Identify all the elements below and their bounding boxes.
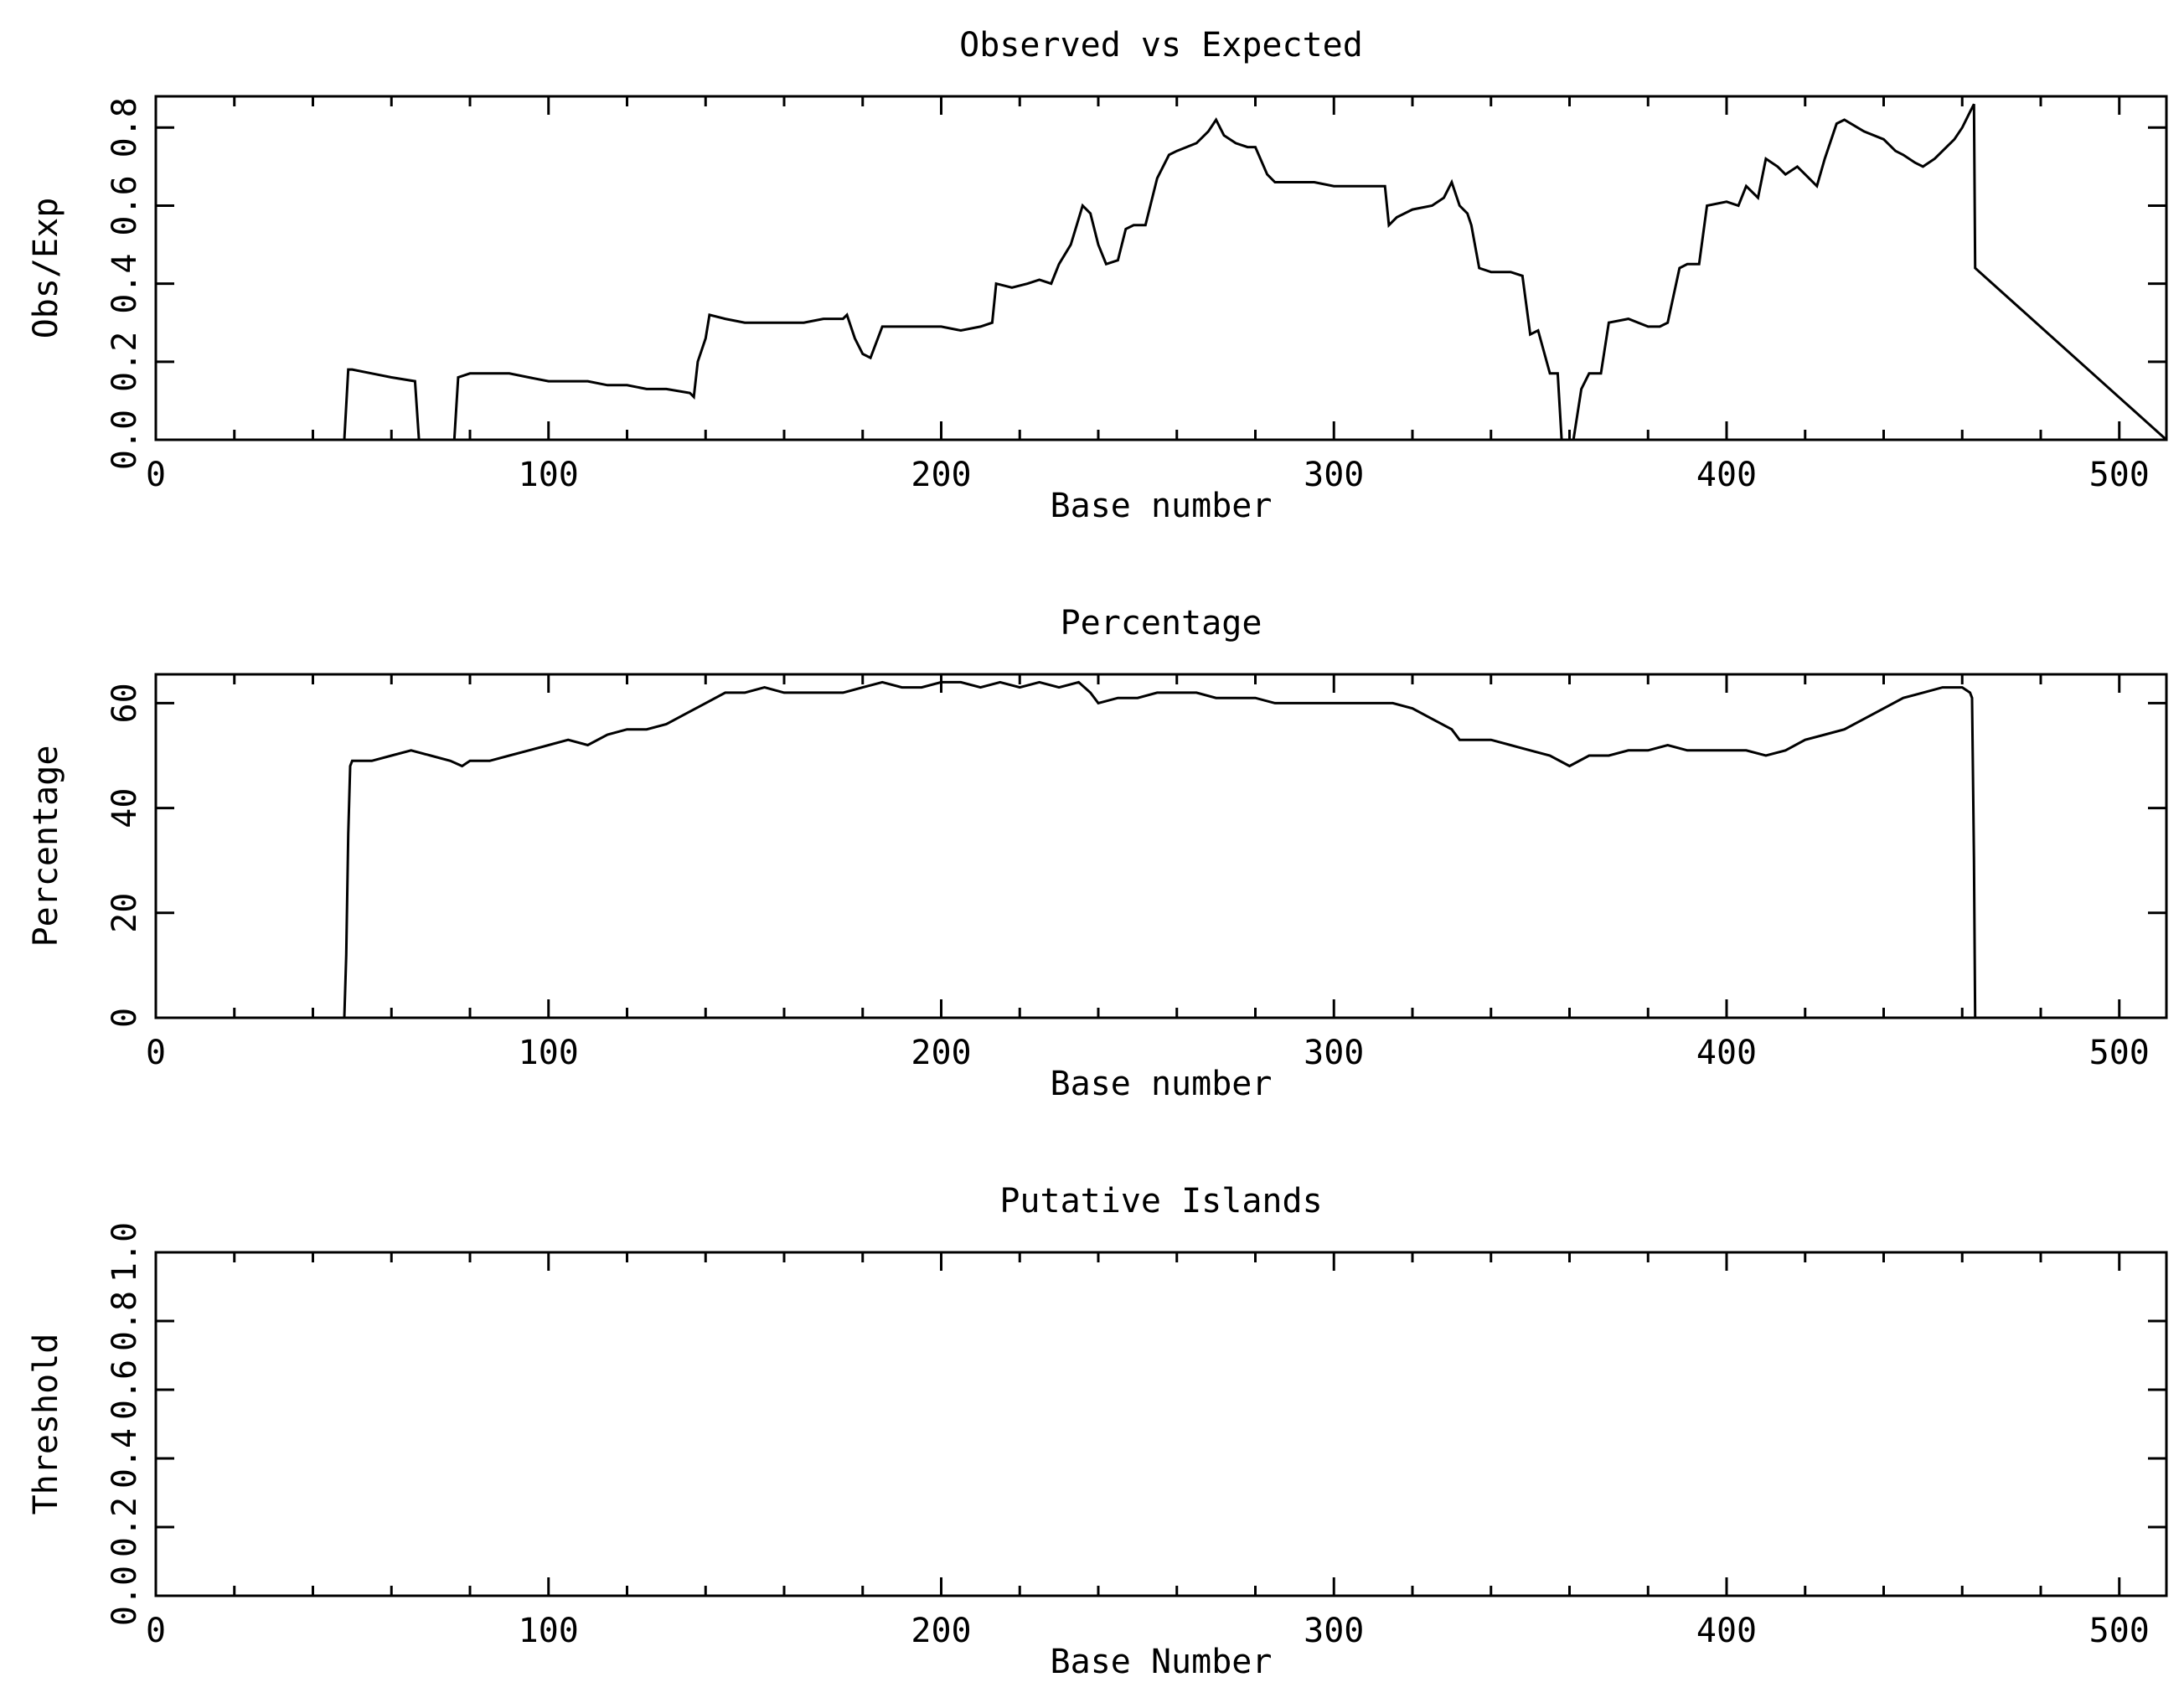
obs-exp-line: [156, 103, 2168, 441]
x-tick-label: 0: [146, 1612, 166, 1650]
x-tick-label: 0: [146, 456, 166, 494]
panel-title: Observed vs Expected: [959, 26, 1363, 65]
plot-frame: [154, 673, 2168, 1019]
y-tick-label: 20: [106, 893, 144, 933]
x-axis-label: Base number: [1051, 1065, 1273, 1103]
x-tick-label: 200: [911, 456, 971, 494]
x-axis-label: Base number: [1051, 487, 1273, 525]
y-tick-label: 0.2: [106, 1497, 144, 1557]
x-tick-label: 100: [519, 1034, 579, 1072]
x-tick-label: 300: [1304, 1034, 1364, 1072]
x-tick-label: 400: [1696, 456, 1757, 494]
y-tick-label: 0.8: [106, 1291, 144, 1351]
plot-frame: [154, 1251, 2168, 1597]
y-axis-label: Threshold: [27, 1334, 65, 1515]
panel-title: Percentage: [1061, 604, 1262, 642]
x-tick-label: 100: [519, 456, 579, 494]
x-ticks: 0 100 200 300 400 500: [146, 96, 2150, 494]
x-axis-label: Base Number: [1051, 1643, 1273, 1681]
y-tick-label: 0.2: [106, 332, 144, 392]
y-tick-label: 0.4: [106, 1428, 144, 1489]
y-axis-label: Percentage: [27, 746, 65, 947]
plot-frame: [154, 95, 2168, 441]
x-tick-label: 0: [146, 1034, 166, 1072]
y-tick-label: 0.6: [106, 1360, 144, 1420]
y-tick-label: 1.0: [106, 1222, 144, 1282]
y-ticks: 0.0 0.2 0.4 0.6 0.8 1.0: [106, 1222, 2166, 1626]
y-tick-label: 0.6: [106, 175, 144, 235]
x-ticks: 0 100 200 300 400 500: [146, 674, 2150, 1072]
panel-title: Putative Islands: [999, 1182, 1322, 1220]
x-tick-label: 300: [1304, 456, 1364, 494]
panel-obs-exp: Observed vs Expected 0 100 200 300 400 500 0.…: [27, 26, 2168, 525]
percentage-line: [156, 680, 2166, 1019]
y-tick-label: 40: [106, 788, 144, 828]
y-tick-label: 0.4: [106, 254, 144, 314]
x-tick-label: 100: [519, 1612, 579, 1650]
x-tick-label: 500: [2089, 1034, 2150, 1072]
x-tick-label: 300: [1304, 1612, 1364, 1650]
panel-percentage: Percentage 0 100 200 300 400 500 0 20 40 60 Base…: [27, 604, 2168, 1103]
y-tick-label: 0.0: [106, 410, 144, 470]
x-tick-label: 200: [911, 1612, 971, 1650]
x-tick-label: 500: [2089, 456, 2150, 494]
y-tick-label: 0.0: [106, 1566, 144, 1626]
x-tick-label: 500: [2089, 1612, 2150, 1650]
x-tick-label: 400: [1696, 1612, 1757, 1650]
y-tick-label: 0: [106, 1008, 144, 1028]
x-tick-label: 200: [911, 1034, 971, 1072]
x-ticks: 0 100 200 300 400 500: [146, 1252, 2150, 1650]
x-tick-label: 400: [1696, 1034, 1757, 1072]
y-ticks: 0 20 40 60: [106, 683, 2166, 1028]
y-tick-label: 0.8: [106, 97, 144, 157]
panel-putative-islands: Putative Islands 0 100 200 300 400 500 0.0 0.2…: [27, 1182, 2168, 1681]
y-tick-label: 60: [106, 683, 144, 723]
y-axis-label: Obs/Exp: [27, 198, 65, 339]
